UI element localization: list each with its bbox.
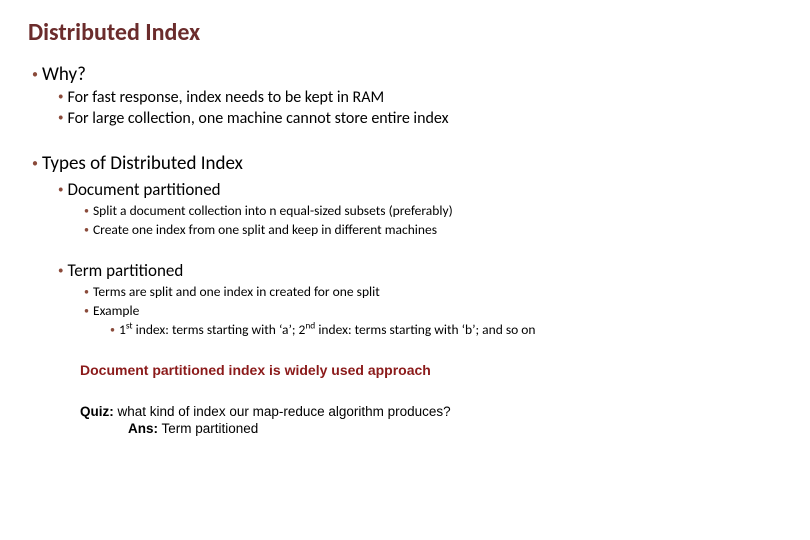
bullet-icon: • (32, 68, 38, 82)
ans-text: Term partitioned (158, 421, 258, 436)
bullet-icon: • (58, 111, 63, 124)
bullet-icon: • (32, 157, 38, 171)
bullet-icon: • (58, 183, 63, 196)
text: Why? (42, 63, 86, 86)
term-partitioned-point-2: • Example (28, 302, 782, 319)
doc-partitioned-point-2: • Create one index from one split and kee… (28, 221, 782, 238)
section-types-heading: • Types of Distributed Index (28, 152, 782, 175)
text: Types of Distributed Index (42, 152, 243, 175)
slide-title: Distributed Index (0, 0, 810, 47)
text: Term partitioned (67, 260, 183, 281)
text: Terms are split and one index in created… (93, 283, 380, 300)
quiz-line: Quiz: what kind of index our map-reduce … (28, 404, 782, 419)
text: Split a document collection into n equal… (93, 202, 453, 219)
bullet-icon: • (110, 323, 115, 336)
text: For large collection, one machine cannot… (67, 109, 448, 128)
slide-content: • Why? • For fast response, index needs to… (0, 47, 810, 436)
term-partitioned-heading: • Term partitioned (28, 260, 782, 281)
ans-label: Ans: (128, 421, 158, 436)
quiz-label: Quiz: (80, 404, 114, 419)
quiz-text: what kind of index our map-reduce algori… (114, 404, 451, 419)
quiz-answer: Ans: Term partitioned (28, 421, 782, 436)
text: Create one index from one split and keep… (93, 221, 437, 238)
doc-partitioned-heading: • Document partitioned (28, 179, 782, 200)
section-why-heading: • Why? (28, 63, 782, 86)
text: Document partitioned (67, 179, 220, 200)
why-point-1: • For fast response, index needs to be ke… (28, 88, 782, 107)
text: Example (93, 302, 139, 319)
bullet-icon: • (58, 264, 63, 277)
bullet-icon: • (84, 285, 89, 298)
bullet-icon: • (84, 304, 89, 317)
doc-partitioned-point-1: • Split a document collection into n equa… (28, 202, 782, 219)
highlight-note: Document partitioned index is widely use… (28, 362, 782, 378)
text: 1st index: terms starting with ‘a’; 2nd … (119, 321, 536, 338)
bullet-icon: • (84, 223, 89, 236)
term-partitioned-example: • 1st index: terms starting with ‘a’; 2nd… (28, 321, 782, 338)
term-partitioned-point-1: • Terms are split and one index in create… (28, 283, 782, 300)
why-point-2: • For large collection, one machine canno… (28, 109, 782, 128)
text: For fast response, index needs to be kep… (67, 88, 384, 107)
bullet-icon: • (84, 204, 89, 217)
bullet-icon: • (58, 90, 63, 103)
